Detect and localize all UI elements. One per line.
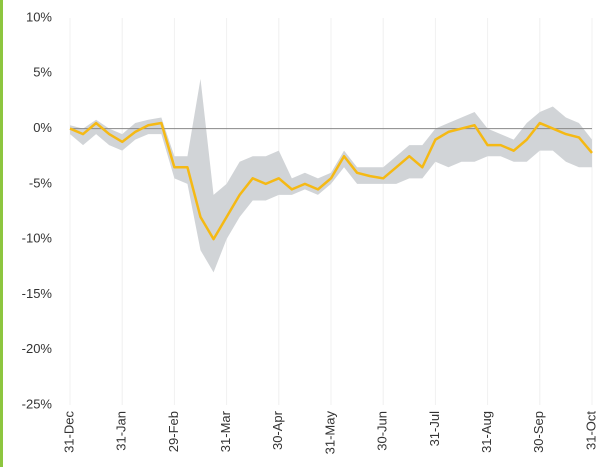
accent-bar xyxy=(0,0,3,467)
line xyxy=(69,121,593,241)
x-tick-label: 30-Apr xyxy=(270,410,285,450)
x-tick-label: 31-Oct xyxy=(583,411,598,450)
x-tick-label: 31-Aug xyxy=(479,411,494,453)
y-tick-label: 5% xyxy=(33,65,52,80)
x-tick-label: 30-Sep xyxy=(531,411,546,453)
y-tick-label: 0% xyxy=(33,120,52,135)
y-tick-label: -10% xyxy=(22,231,53,246)
x-tick-label: 29-Feb xyxy=(166,411,181,452)
x-tick-label: 31-Mar xyxy=(218,410,233,452)
y-tick-label: -25% xyxy=(22,396,53,411)
x-tick-label: 31-Dec xyxy=(61,411,76,453)
y-tick-label: -20% xyxy=(22,341,53,356)
y-tick-label: -15% xyxy=(22,286,53,301)
x-tick-label: 31-May xyxy=(322,411,337,455)
x-tick-label: 30-Jun xyxy=(375,411,390,451)
x-tick-label: 31-Jan xyxy=(114,411,129,451)
range-band xyxy=(70,78,592,273)
x-tick-label: 31-Jul xyxy=(427,411,442,447)
y-tick-label: 10% xyxy=(26,9,52,24)
y-tick-label: -5% xyxy=(29,175,53,190)
